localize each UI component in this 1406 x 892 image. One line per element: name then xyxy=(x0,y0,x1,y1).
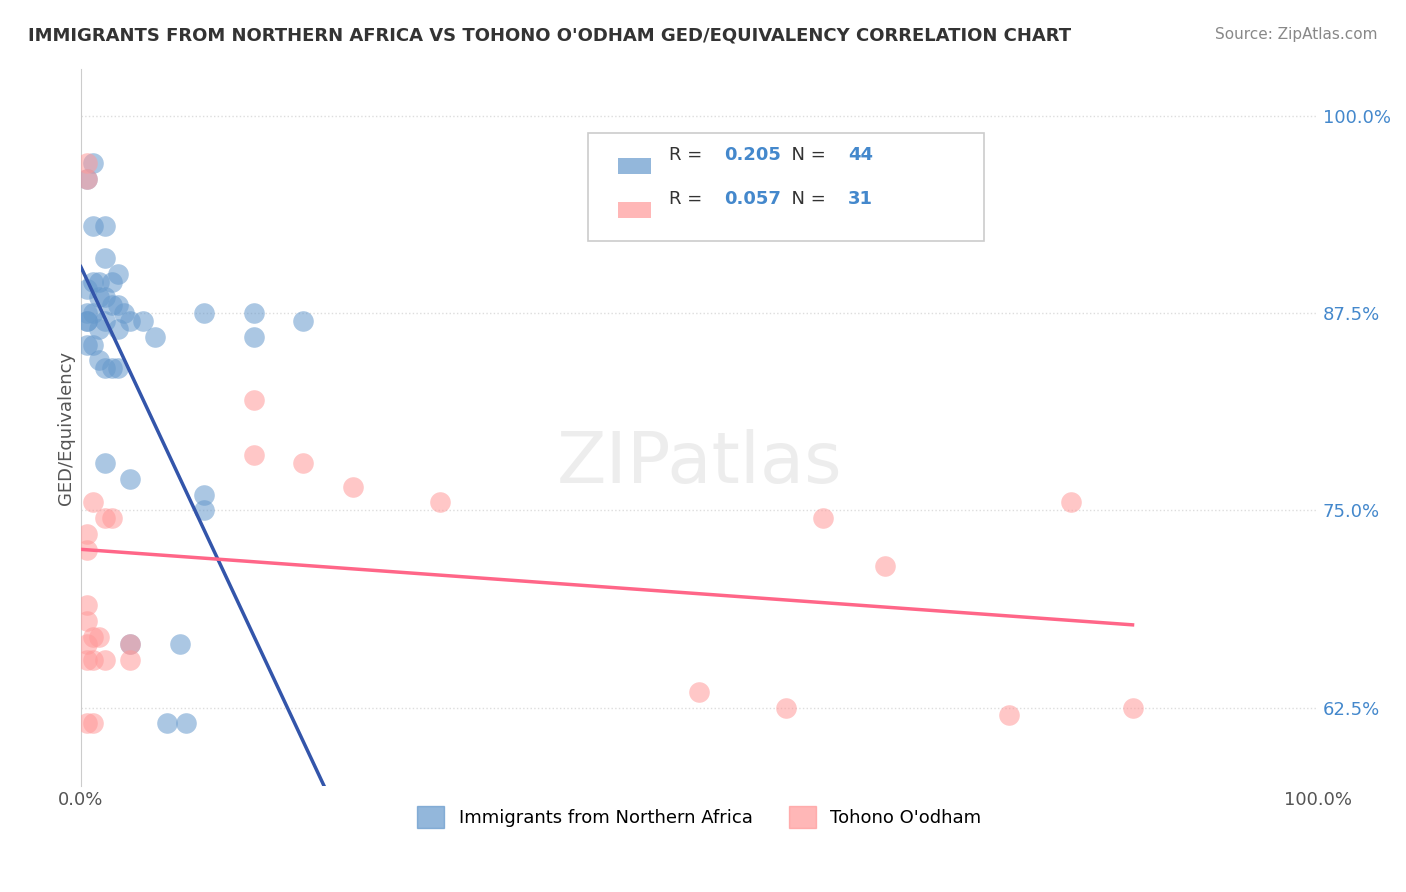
Point xyxy=(169,637,191,651)
Point xyxy=(82,275,104,289)
Point xyxy=(76,172,98,186)
Text: 0.057: 0.057 xyxy=(724,190,782,208)
Point xyxy=(193,503,215,517)
Point xyxy=(76,527,98,541)
Point xyxy=(76,314,98,328)
Point xyxy=(82,653,104,667)
Point xyxy=(94,361,117,376)
Point xyxy=(82,716,104,731)
Point xyxy=(82,630,104,644)
Point xyxy=(193,306,215,320)
Point xyxy=(89,275,111,289)
Legend: Immigrants from Northern Africa, Tohono O'odham: Immigrants from Northern Africa, Tohono … xyxy=(411,798,988,835)
Point xyxy=(82,495,104,509)
Text: 0.205: 0.205 xyxy=(724,146,782,164)
Point xyxy=(76,306,98,320)
Point xyxy=(143,330,166,344)
Point xyxy=(76,653,98,667)
Y-axis label: GED/Equivalency: GED/Equivalency xyxy=(58,351,75,505)
Point xyxy=(82,337,104,351)
Text: ZIPatlas: ZIPatlas xyxy=(557,429,842,498)
Point xyxy=(775,700,797,714)
Point xyxy=(120,637,142,651)
Point xyxy=(107,267,129,281)
Point xyxy=(429,495,451,509)
FancyBboxPatch shape xyxy=(617,158,651,174)
Text: N =: N = xyxy=(780,190,831,208)
Point xyxy=(82,156,104,170)
Point xyxy=(107,361,129,376)
Point xyxy=(100,511,122,525)
Point xyxy=(94,219,117,234)
Point xyxy=(100,298,122,312)
Point xyxy=(100,275,122,289)
Point xyxy=(76,172,98,186)
Point xyxy=(76,337,98,351)
Point xyxy=(243,392,266,407)
Point xyxy=(76,716,98,731)
Point xyxy=(174,716,197,731)
Point xyxy=(94,290,117,304)
Point xyxy=(156,716,179,731)
Point xyxy=(107,322,129,336)
Point xyxy=(120,653,142,667)
Point xyxy=(873,558,896,573)
Point xyxy=(76,314,98,328)
Point xyxy=(82,219,104,234)
Point xyxy=(811,511,834,525)
Point xyxy=(1121,700,1143,714)
Text: N =: N = xyxy=(780,146,831,164)
Point xyxy=(76,637,98,651)
Point xyxy=(120,472,142,486)
Point xyxy=(76,598,98,612)
Point xyxy=(243,306,266,320)
Point xyxy=(76,156,98,170)
Point xyxy=(193,487,215,501)
Point xyxy=(131,314,153,328)
Point xyxy=(342,480,364,494)
Point xyxy=(120,314,142,328)
Point xyxy=(89,290,111,304)
Point xyxy=(89,353,111,368)
Point xyxy=(89,322,111,336)
Point xyxy=(94,653,117,667)
Point xyxy=(76,282,98,296)
Point xyxy=(243,330,266,344)
Point xyxy=(1059,495,1081,509)
Point xyxy=(89,630,111,644)
Point xyxy=(82,306,104,320)
FancyBboxPatch shape xyxy=(588,133,984,241)
Text: 31: 31 xyxy=(848,190,873,208)
Point xyxy=(292,314,315,328)
Point xyxy=(292,456,315,470)
Point xyxy=(94,251,117,265)
Point xyxy=(120,637,142,651)
Point xyxy=(94,314,117,328)
Point xyxy=(94,511,117,525)
Point xyxy=(107,298,129,312)
Point xyxy=(76,614,98,628)
Point xyxy=(94,456,117,470)
Point xyxy=(112,306,135,320)
Text: 44: 44 xyxy=(848,146,873,164)
Text: IMMIGRANTS FROM NORTHERN AFRICA VS TOHONO O'ODHAM GED/EQUIVALENCY CORRELATION CH: IMMIGRANTS FROM NORTHERN AFRICA VS TOHON… xyxy=(28,27,1071,45)
Point xyxy=(243,448,266,462)
Point xyxy=(997,708,1019,723)
FancyBboxPatch shape xyxy=(617,202,651,218)
Text: R =: R = xyxy=(668,190,707,208)
Point xyxy=(100,361,122,376)
Text: R =: R = xyxy=(668,146,707,164)
Text: Source: ZipAtlas.com: Source: ZipAtlas.com xyxy=(1215,27,1378,42)
Point xyxy=(76,542,98,557)
Point xyxy=(688,685,710,699)
